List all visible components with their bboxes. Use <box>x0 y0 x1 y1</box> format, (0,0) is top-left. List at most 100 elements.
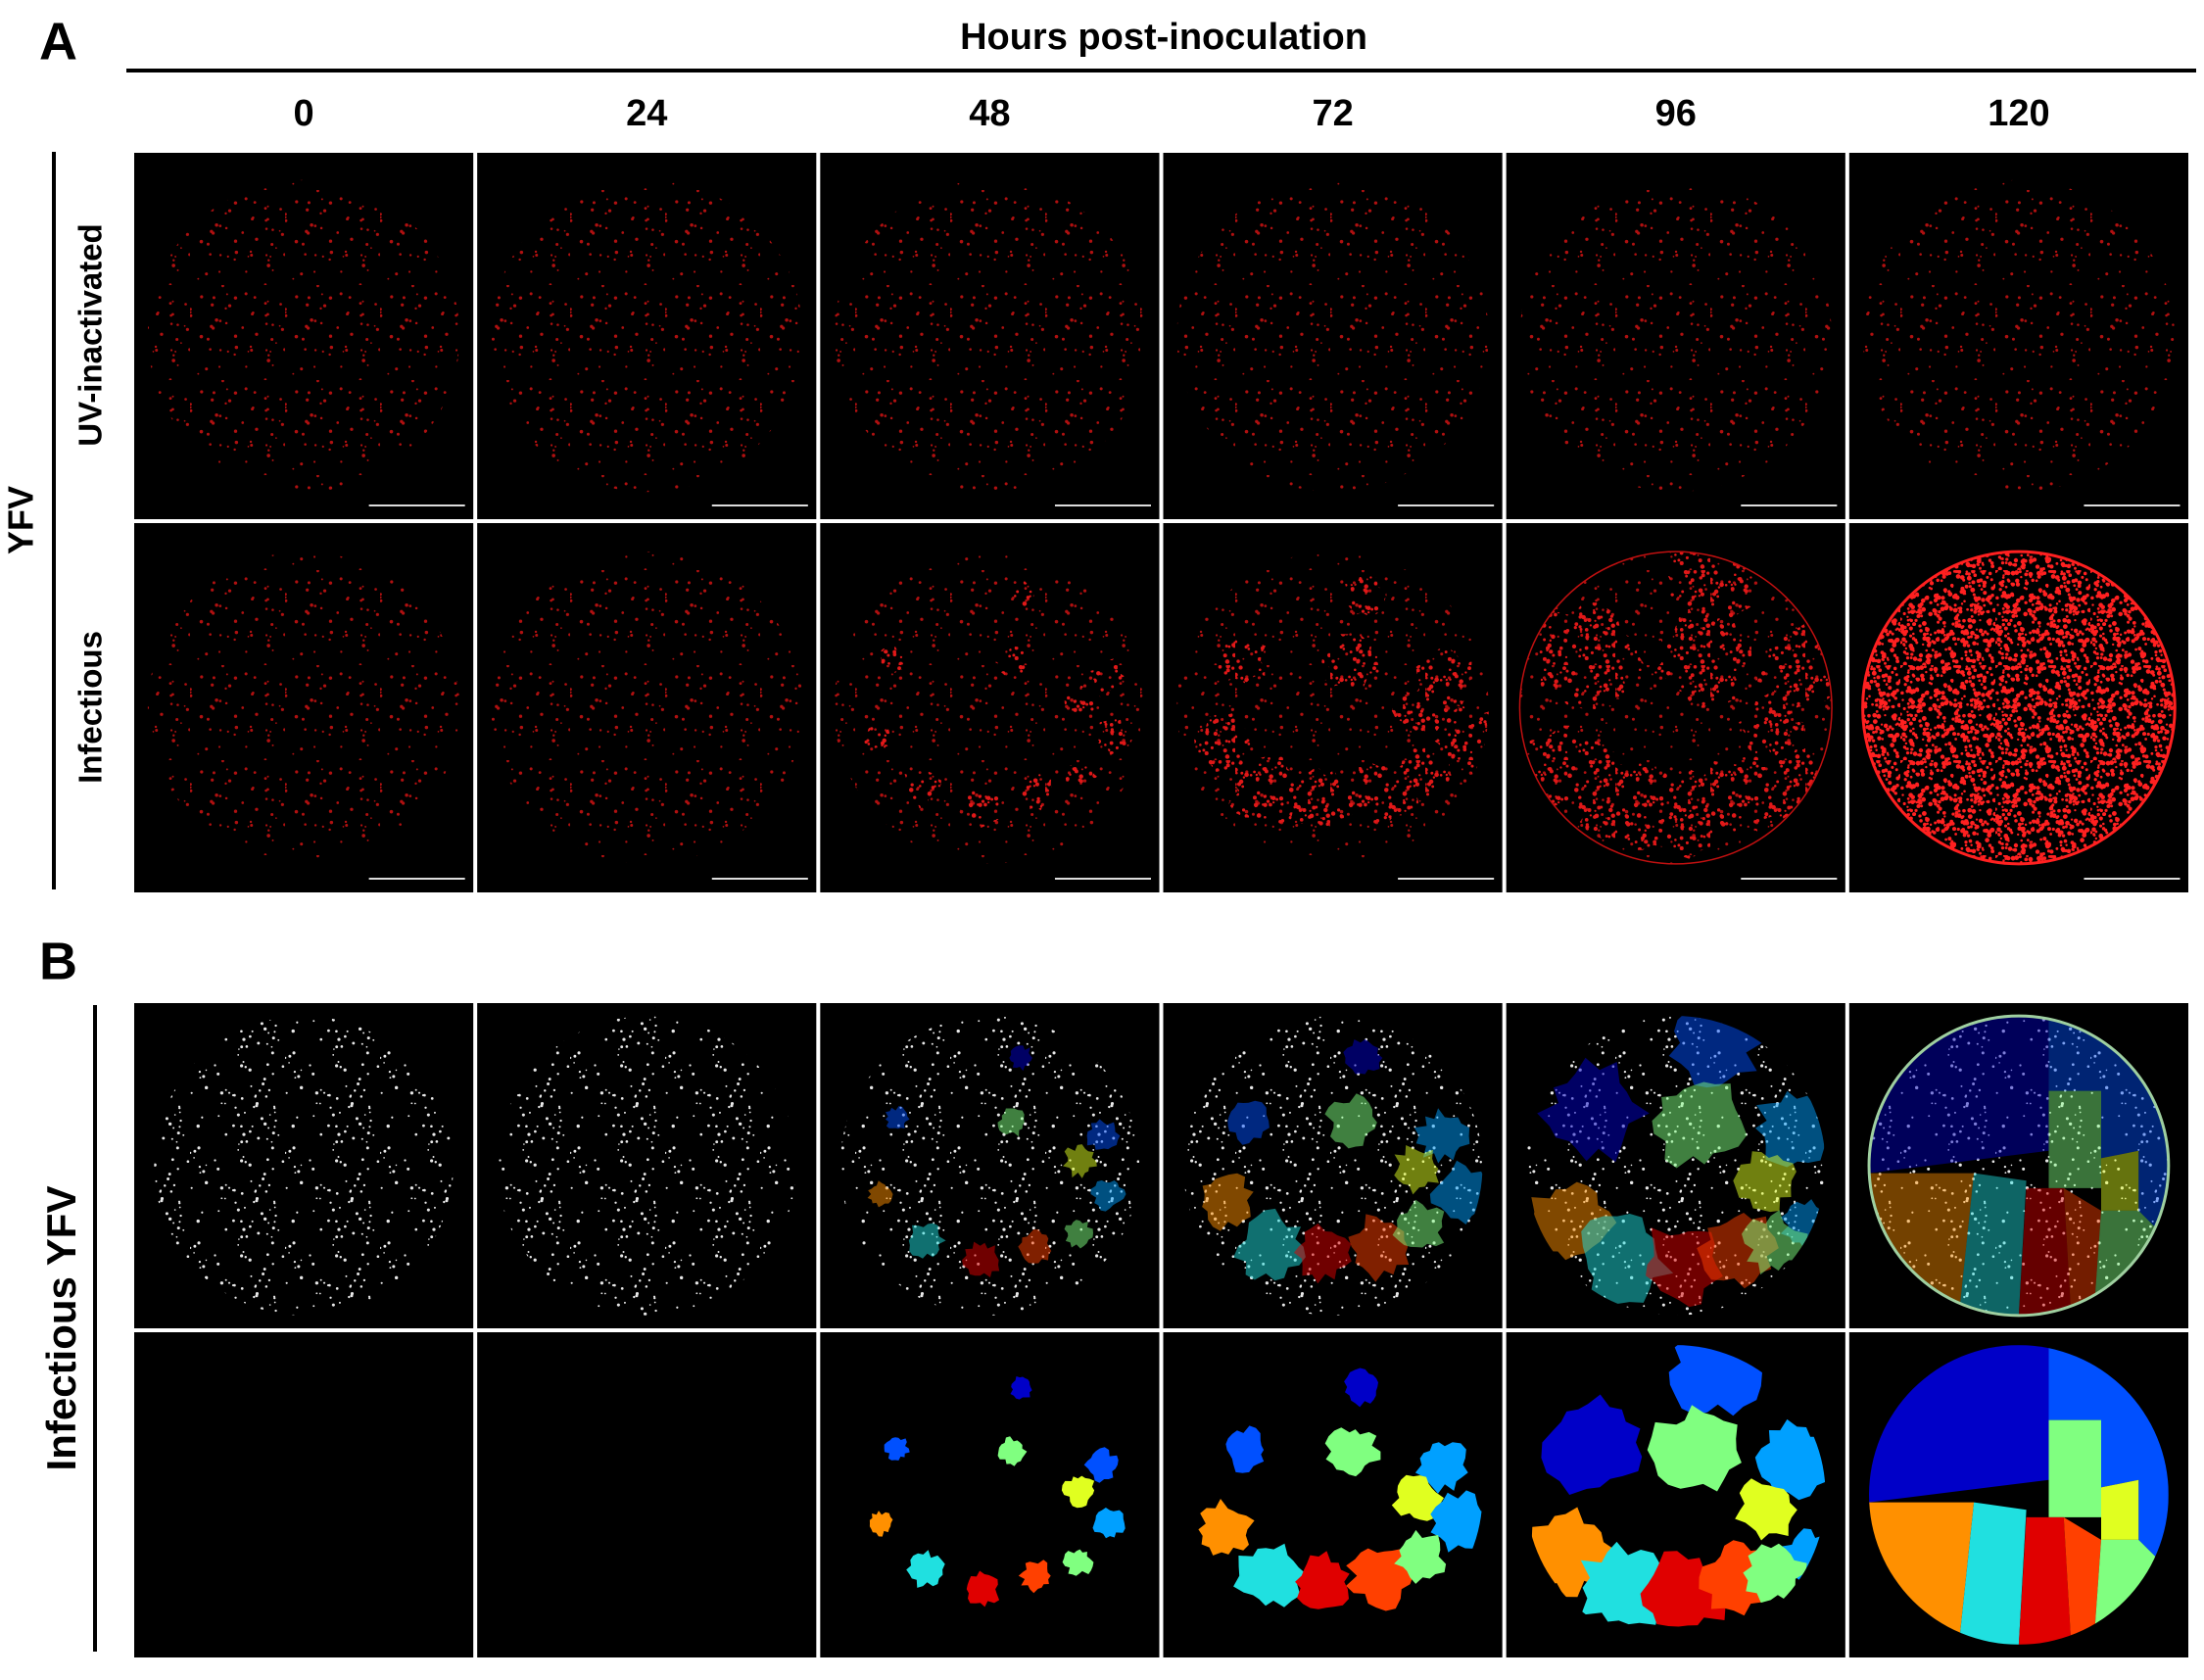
image-panel <box>134 1003 474 1328</box>
column-label: 72 <box>1312 93 1353 134</box>
well-edge <box>1867 1014 2171 1318</box>
panel-background <box>477 1332 817 1657</box>
well <box>1862 179 2176 493</box>
well-image <box>1519 179 1833 493</box>
segmented-focus <box>1293 1223 1352 1284</box>
well-image <box>147 552 460 864</box>
infection-focus <box>861 722 890 750</box>
image-panel <box>477 153 817 519</box>
infection-focus <box>1653 617 1752 708</box>
segmented-focus <box>1202 1173 1254 1231</box>
segmented-focus <box>1061 1475 1095 1509</box>
image-panel <box>134 523 474 892</box>
well <box>1519 552 1833 864</box>
segmented-region <box>2048 1090 2101 1188</box>
infection-focus <box>1754 624 1833 710</box>
segmented-focus <box>1018 1229 1052 1264</box>
infection-focus <box>995 647 1030 681</box>
well-image <box>154 1016 454 1316</box>
image-panel <box>1163 1332 1503 1657</box>
infection-focus <box>1344 573 1387 616</box>
segmented-focus <box>1348 1214 1410 1282</box>
well <box>147 552 460 864</box>
well-image <box>497 1016 797 1316</box>
row-label: Infectious <box>72 631 109 784</box>
image-panel <box>477 1003 817 1328</box>
segmented-focus <box>1324 1427 1381 1477</box>
segmented-focus <box>1083 1447 1119 1483</box>
segmented-region <box>2101 1150 2139 1211</box>
segmented-region <box>2018 1187 2072 1316</box>
infection-focus <box>1217 635 1266 684</box>
segmented-focus <box>962 1241 1000 1277</box>
infection-focus <box>1064 685 1102 722</box>
group-label: YFV <box>1 486 41 554</box>
segmented-focus <box>1652 1081 1748 1169</box>
segmented-focus <box>884 1437 910 1461</box>
image-panel <box>1848 523 2188 892</box>
infection-focus <box>904 763 943 809</box>
well-image <box>1862 552 2176 864</box>
well-image <box>1862 179 2176 493</box>
well <box>834 552 1146 864</box>
segmented-region <box>2018 1516 2072 1645</box>
column-label: 24 <box>626 93 667 134</box>
well <box>490 552 803 864</box>
segmented-focus <box>1413 1108 1470 1164</box>
segmented-region <box>2048 1419 2101 1517</box>
segmented-focus <box>1733 1151 1797 1213</box>
segmented-focus <box>1344 1368 1378 1408</box>
well <box>1198 1368 1483 1611</box>
well-image <box>834 179 1146 493</box>
well-image <box>1176 179 1489 493</box>
segmented-focus <box>1668 1016 1762 1088</box>
header: Hours post-inoculation <box>960 17 1367 58</box>
panels <box>134 153 2188 1657</box>
image-panel <box>477 523 817 892</box>
well-image <box>490 552 803 864</box>
segmented-focus <box>1225 1425 1265 1473</box>
infection-focus <box>1065 760 1100 795</box>
segmented-focus <box>1233 1208 1306 1281</box>
segmented-focus <box>1742 1210 1808 1275</box>
segmented-focus <box>885 1106 910 1129</box>
image-panel <box>820 523 1160 892</box>
panel-label: A <box>39 12 77 71</box>
image-panel <box>1163 153 1503 519</box>
well-image <box>147 179 460 493</box>
well-edge <box>1518 551 1833 865</box>
infection-focus <box>959 787 1004 830</box>
group-label: Infectious YFV <box>38 1186 84 1471</box>
image-panel <box>1163 523 1503 892</box>
segmented-focus <box>1541 1394 1643 1495</box>
infection-focus <box>1397 741 1455 801</box>
panel-background <box>134 1332 474 1657</box>
segmented-focus <box>1647 1405 1742 1492</box>
segmented-focus <box>1640 1551 1726 1627</box>
image-panel <box>1506 153 1845 519</box>
segmented-region <box>2063 1187 2101 1316</box>
infection-focus <box>1019 772 1055 811</box>
well <box>839 1016 1140 1316</box>
infection-focus <box>1532 602 1649 710</box>
segmented-focus <box>869 1511 893 1537</box>
image-panel <box>820 1003 1160 1328</box>
segmented-focus <box>1735 1478 1797 1541</box>
segmented-focus <box>1537 1057 1650 1163</box>
well <box>1176 552 1489 864</box>
segmented-focus <box>1394 1529 1447 1584</box>
well <box>1182 1016 1483 1316</box>
well-image <box>1869 1016 2169 1316</box>
column-label: 96 <box>1655 93 1697 134</box>
infection-focus <box>1572 759 1666 850</box>
infection-focus <box>880 646 907 674</box>
image-panel <box>820 1332 1160 1657</box>
image-panel <box>477 1332 817 1657</box>
segmented-focus <box>1392 1199 1445 1248</box>
infection-focus <box>1321 632 1383 692</box>
column-label: 120 <box>1988 93 2049 134</box>
segmented-focus <box>1086 1119 1121 1150</box>
image-panel <box>1506 523 1845 892</box>
segmented-focus <box>1581 1214 1674 1304</box>
